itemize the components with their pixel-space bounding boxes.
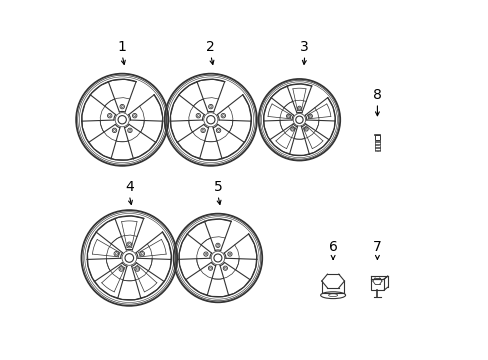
Circle shape	[297, 106, 301, 110]
Circle shape	[127, 242, 131, 247]
Circle shape	[132, 113, 137, 118]
Circle shape	[227, 252, 232, 256]
Circle shape	[308, 114, 312, 118]
Text: 5: 5	[213, 180, 222, 194]
Circle shape	[201, 128, 205, 132]
Bar	[370, 279, 384, 290]
Text: 2: 2	[206, 40, 215, 54]
Circle shape	[304, 127, 307, 131]
Circle shape	[135, 267, 140, 271]
Circle shape	[223, 266, 227, 270]
Circle shape	[140, 252, 144, 256]
Circle shape	[208, 104, 213, 109]
Text: 4: 4	[124, 180, 133, 194]
Circle shape	[125, 254, 133, 262]
Circle shape	[286, 114, 290, 118]
Circle shape	[295, 116, 303, 123]
Circle shape	[127, 128, 132, 132]
Circle shape	[118, 116, 126, 124]
Text: 6: 6	[328, 240, 337, 255]
Text: 3: 3	[300, 40, 308, 54]
Circle shape	[216, 128, 220, 132]
Circle shape	[196, 113, 200, 118]
Text: 7: 7	[372, 240, 381, 255]
Circle shape	[206, 116, 215, 124]
Circle shape	[203, 252, 207, 256]
Circle shape	[119, 267, 123, 271]
Text: 1: 1	[118, 40, 126, 54]
Circle shape	[114, 252, 119, 256]
Circle shape	[107, 113, 112, 118]
Circle shape	[221, 113, 225, 118]
Circle shape	[213, 254, 222, 262]
Circle shape	[215, 243, 220, 247]
Circle shape	[290, 127, 294, 131]
Circle shape	[208, 266, 212, 270]
Text: 8: 8	[372, 88, 381, 102]
Bar	[374, 135, 379, 140]
Circle shape	[112, 128, 117, 132]
Circle shape	[120, 104, 124, 109]
